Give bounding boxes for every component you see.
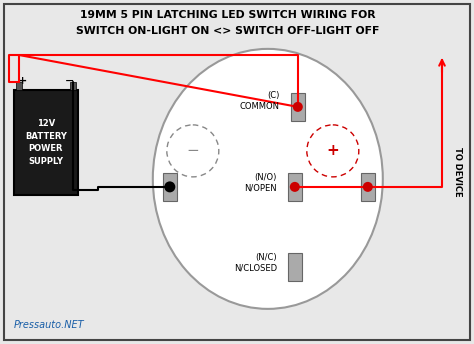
Text: SWITCH ON-LIGHT ON <> SWITCH OFF-LIGHT OFF: SWITCH ON-LIGHT ON <> SWITCH OFF-LIGHT O… [76,26,379,36]
Text: +: + [327,143,339,158]
Text: −: − [186,143,199,158]
Bar [70,82,76,90]
Circle shape [164,181,175,192]
Circle shape [290,182,300,192]
Bar [288,173,302,201]
Bar [361,173,375,201]
Text: 19MM 5 PIN LATCHING LED SWITCH WIRING FOR: 19MM 5 PIN LATCHING LED SWITCH WIRING FO… [80,10,375,20]
Text: (C)
COMMON: (C) COMMON [240,91,280,111]
Bar [288,253,302,281]
Bar [16,82,22,90]
Circle shape [293,102,303,112]
Text: +: + [18,76,27,86]
Text: (N/O)
N/OPEN: (N/O) N/OPEN [244,173,277,193]
Bar [163,173,177,201]
Ellipse shape [153,49,383,309]
Text: (N/C)
N/CLOSED: (N/C) N/CLOSED [234,253,277,273]
Circle shape [363,182,373,192]
Bar [291,93,305,121]
Text: 12V
BATTERY
POWER
SUPPLY: 12V BATTERY POWER SUPPLY [25,119,67,166]
Bar [14,90,78,195]
Text: −: − [64,76,74,86]
Text: Pressauto.NET: Pressauto.NET [14,320,85,330]
Text: TO DEVICE: TO DEVICE [453,147,462,197]
